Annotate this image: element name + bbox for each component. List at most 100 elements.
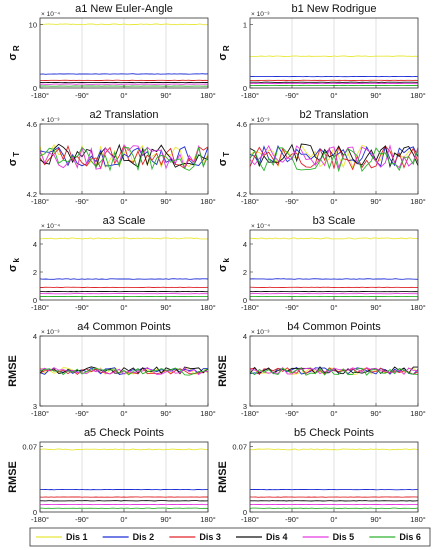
panel-title: b5 Check Points: [294, 427, 375, 439]
y-exponent-label: × 10⁻³: [251, 11, 270, 18]
y-exponent-label: × 10⁻³: [251, 117, 270, 124]
y-tick-label: 0: [33, 508, 37, 517]
series-line-dis-1: [39, 237, 208, 240]
series-line-dis-1: [39, 23, 209, 26]
series-line-dis-2: [39, 73, 209, 75]
y-tick-label: 2: [243, 268, 247, 277]
panel-a4: a4 Common Points -180° -90° 0° 90° 180° 3 4 × 10…: [7, 321, 216, 418]
series-line-dis-6: [39, 146, 209, 172]
x-tick-label: -90°: [285, 303, 299, 312]
x-tick-label: 0°: [330, 409, 337, 418]
x-tick-label: -180°: [241, 197, 259, 206]
x-tick-label: 90°: [160, 515, 171, 524]
series-line-dis-4: [39, 143, 209, 169]
series-line-dis-6: [39, 367, 209, 376]
y-axis-label-subscript: R: [12, 45, 21, 51]
y-tick-label: 0: [33, 84, 37, 93]
x-tick-label: 180°: [200, 409, 216, 418]
x-tick-label: 90°: [370, 515, 381, 524]
x-tick-label: -90°: [75, 91, 89, 100]
series-line-dis-1: [249, 237, 419, 240]
panel-title: b2 Translation: [299, 109, 368, 121]
y-tick-label: 4.6: [27, 120, 37, 129]
x-tick-label: 0°: [330, 303, 337, 312]
x-tick-label: 90°: [370, 197, 381, 206]
y-axis-label-subscript: T: [222, 152, 231, 157]
y-tick-label: 0: [243, 296, 247, 305]
x-tick-label: 180°: [200, 515, 216, 524]
panel-title: a3 Scale: [103, 215, 146, 227]
x-tick-label: 180°: [410, 197, 426, 206]
series-line-dis-4: [39, 366, 209, 375]
y-axis-label: RMSE: [7, 355, 19, 387]
legend-label: Dis 3: [199, 532, 221, 542]
panel-a2: a2 Translation -180° -90° 0° 90° 180° 4.2 4.6 × …: [7, 109, 216, 206]
y-tick-label: 1: [243, 20, 247, 29]
y-tick-label: 0.07: [232, 443, 247, 452]
x-tick-label: 180°: [200, 91, 216, 100]
series-line-dis-5: [39, 144, 209, 170]
x-tick-label: -90°: [285, 91, 299, 100]
y-axis-label: RMSE: [7, 461, 19, 493]
panel-b2: b2 Translation -180° -90° 0° 90° 180° 4.2 4.6 × …: [217, 109, 426, 206]
x-tick-label: 0°: [120, 303, 127, 312]
x-tick-label: 180°: [200, 197, 216, 206]
legend-label: Dis 2: [133, 532, 155, 542]
legend-label: Dis 1: [66, 532, 88, 542]
x-tick-label: -180°: [241, 303, 259, 312]
x-tick-label: 0°: [330, 197, 337, 206]
y-axis-label: RMSE: [217, 461, 229, 493]
x-tick-label: -180°: [31, 515, 49, 524]
panel-title: a2 Translation: [89, 109, 158, 121]
legend-label: Dis 4: [266, 532, 288, 542]
x-tick-label: 180°: [200, 303, 216, 312]
x-tick-label: 0°: [120, 515, 127, 524]
x-tick-label: -180°: [31, 409, 49, 418]
panel-a1: a1 New Euler-Angle -180° -90° 0° 90° 180° 0 10 ×…: [7, 3, 216, 100]
y-tick-label: 4: [243, 332, 247, 341]
legend-box: [29, 527, 431, 547]
panel-title: a4 Common Points: [77, 321, 171, 333]
panel-title: b3 Scale: [313, 215, 356, 227]
series-line-dis-3: [249, 145, 419, 171]
panel-title: a5 Check Points: [84, 427, 165, 439]
y-axis-label-subscript: R: [222, 45, 231, 51]
x-tick-label: 0°: [120, 409, 127, 418]
y-tick-label: 2: [33, 268, 37, 277]
y-axis-label-subscript: T: [12, 152, 21, 157]
series-line-dis-5: [39, 366, 209, 376]
legend-label: Dis 5: [333, 532, 355, 542]
panel-b5: b5 Check Points -180° -90° 0° 90° 180° 0 0.07RM…: [217, 427, 426, 524]
x-tick-label: -180°: [31, 303, 49, 312]
x-tick-label: -180°: [241, 515, 259, 524]
y-tick-label: 0.07: [22, 443, 37, 452]
y-axis-label: σk: [217, 257, 231, 272]
x-tick-label: 90°: [370, 91, 381, 100]
panel-a5: a5 Check Points -180° -90° 0° 90° 180° 0 0.07RM…: [7, 427, 216, 524]
x-tick-label: 0°: [330, 515, 337, 524]
x-tick-label: 90°: [160, 91, 171, 100]
y-axis-label: σR: [7, 45, 21, 61]
y-axis-label: σT: [217, 152, 231, 167]
y-tick-label: 4: [33, 332, 37, 341]
y-tick-label: 3: [33, 402, 37, 411]
series-line-dis-5: [249, 144, 419, 170]
y-tick-label: 3: [243, 402, 247, 411]
series-line-dis-1: [249, 448, 419, 451]
x-tick-label: 90°: [160, 197, 171, 206]
x-tick-label: -90°: [285, 515, 299, 524]
panel-a3: a3 Scale -180° -90° 0° 90° 180° 0 2 4 × 10⁻⁴ σk: [7, 215, 216, 312]
series-line-dis-1: [39, 448, 209, 451]
x-tick-label: 0°: [120, 91, 127, 100]
panel-title: b1 New Rodrigue: [292, 3, 377, 15]
panel-b3: b3 Scale -180° -90° 0° 90° 180° 0 2 4 × 10⁻⁴ σk: [217, 215, 426, 312]
y-tick-label: 4.2: [27, 190, 37, 199]
y-exponent-label: × 10⁻⁴: [41, 11, 60, 18]
x-tick-label: -180°: [31, 197, 49, 206]
y-axis-label-subscript: k: [222, 257, 231, 262]
y-tick-label: 4: [33, 240, 37, 249]
y-axis-label: σR: [217, 45, 231, 61]
x-tick-label: 180°: [410, 303, 426, 312]
x-tick-label: 90°: [160, 303, 171, 312]
